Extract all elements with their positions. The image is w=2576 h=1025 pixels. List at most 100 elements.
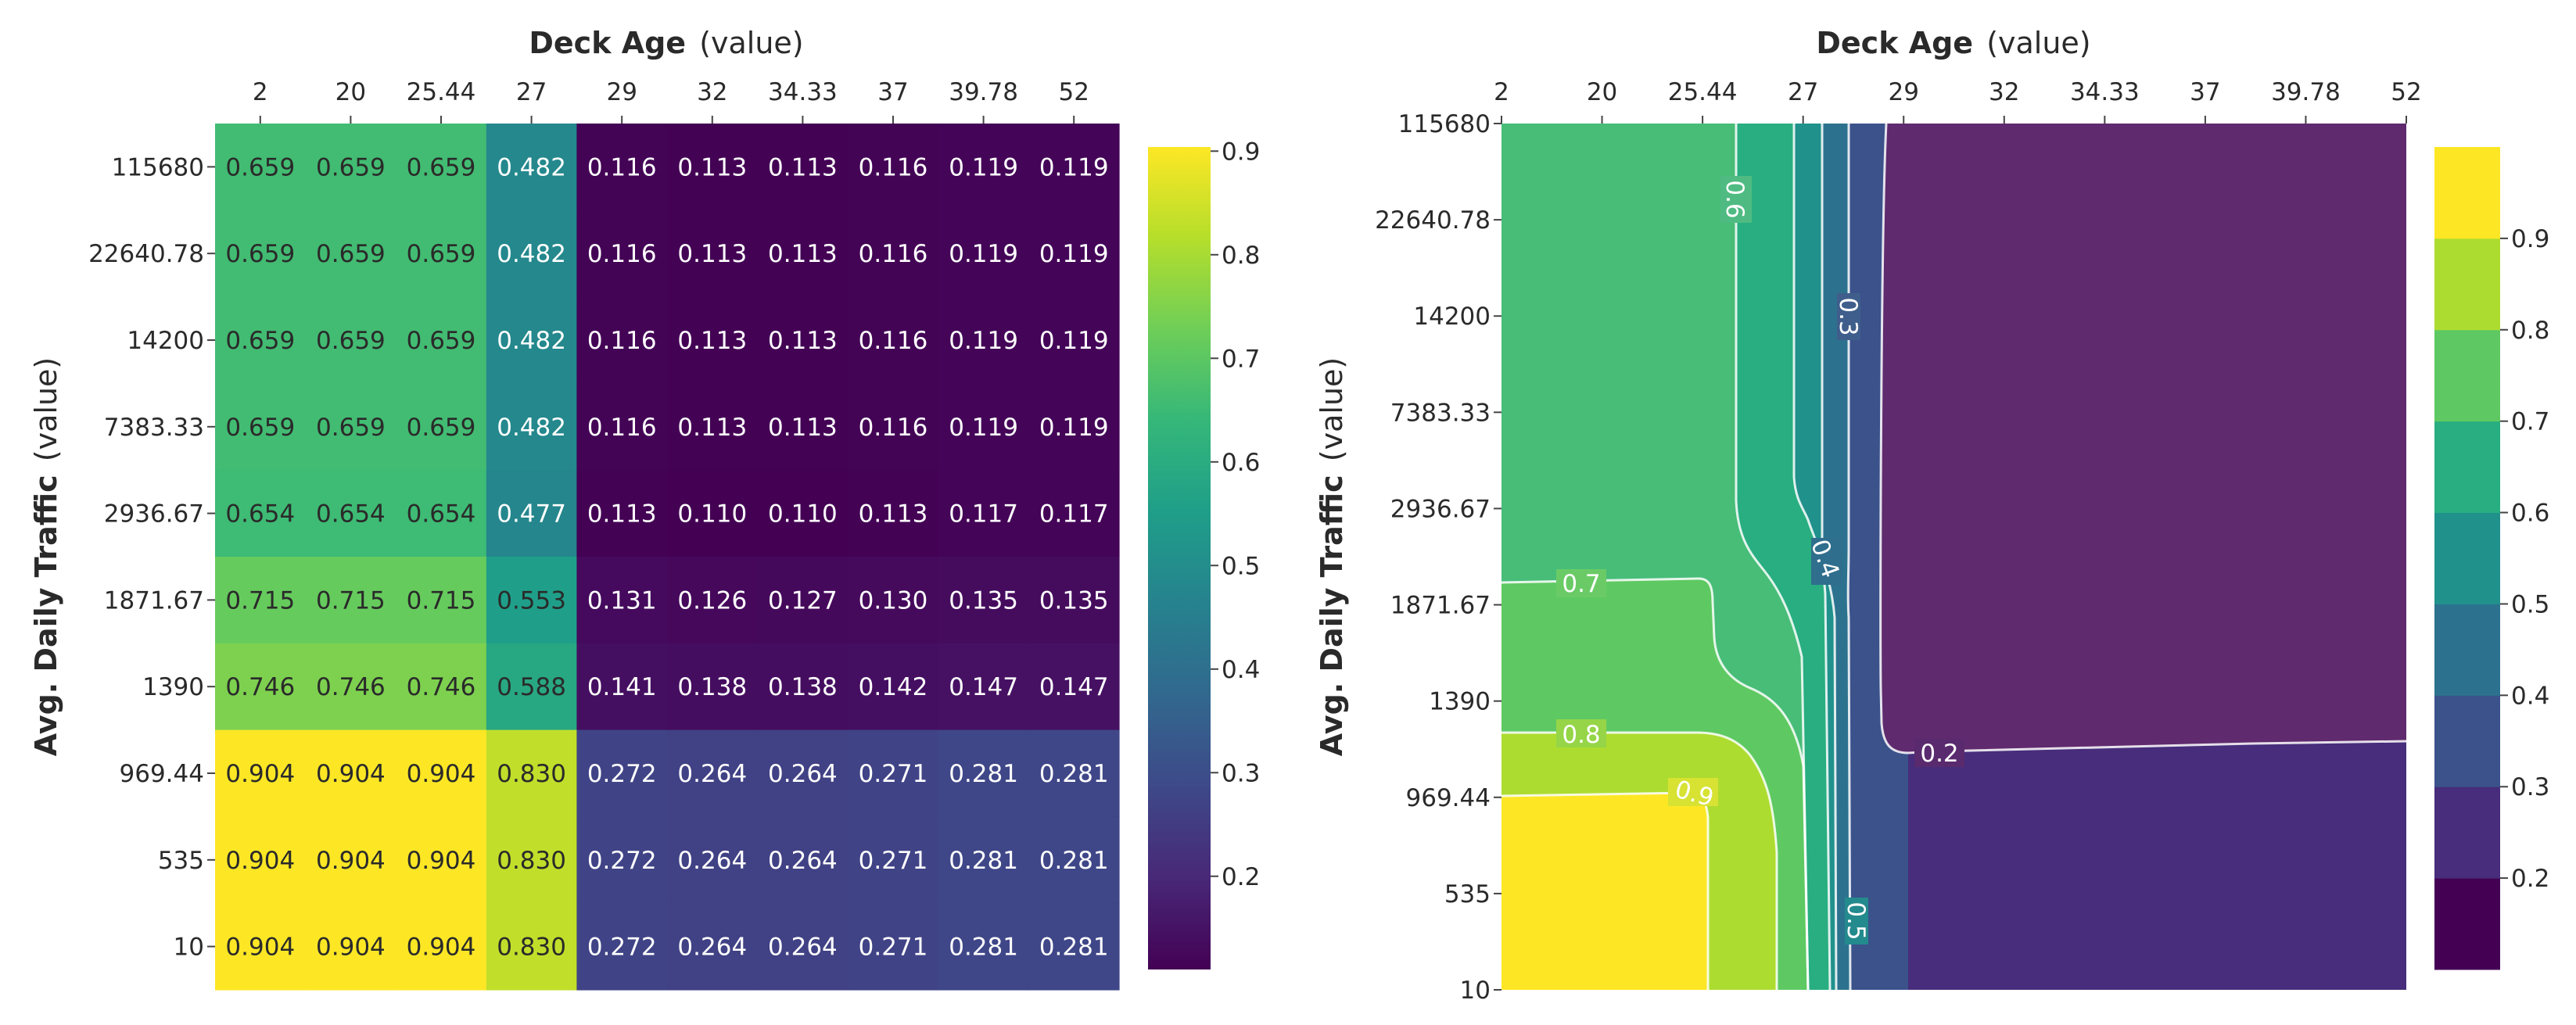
heatmap-cell <box>576 124 668 211</box>
contour-line-0-3 <box>1846 124 1852 990</box>
heatmap-cell <box>215 124 307 211</box>
heatmap-x-axis-title: Deck Age (value) <box>529 26 803 60</box>
heatmap-cell <box>938 903 1029 991</box>
contour-colorbar-band <box>2434 512 2500 604</box>
heatmap-x-tick-label: 25.44 <box>407 78 476 106</box>
heatmap-cell-label: 0.281 <box>949 847 1018 875</box>
heatmap-cell <box>396 557 487 644</box>
heatmap-cell <box>667 470 759 557</box>
heatmap-cell <box>938 816 1029 904</box>
heatmap-cell <box>757 296 849 384</box>
heatmap-x-title-suffix: (value) <box>699 26 803 60</box>
heatmap-x-tick-label: 27 <box>516 78 547 106</box>
contour-x-tick-label: 32 <box>1989 78 2019 106</box>
heatmap-cell <box>1028 816 1120 904</box>
heatmap-cell-label: 0.715 <box>407 586 476 615</box>
heatmap-cell <box>667 296 759 384</box>
heatmap-cell <box>486 383 577 471</box>
heatmap-cell-label: 0.264 <box>677 760 747 788</box>
contour-colorbar-tick-label: 0.8 <box>2511 317 2549 345</box>
heatmap-cell <box>215 903 307 991</box>
contour-label-bg-0-9 <box>1668 778 1718 806</box>
contour-y-tick-label: 22640.78 <box>1375 206 1491 235</box>
heatmap-cell <box>576 816 668 904</box>
heatmap-cell <box>305 557 396 644</box>
heatmap-cell <box>1028 729 1120 817</box>
heatmap-cell-label: 0.904 <box>407 847 476 875</box>
contour-colorbar-band <box>2434 695 2500 787</box>
heatmap-x-tick-label: 20 <box>335 78 366 106</box>
heatmap-cell-label: 0.113 <box>677 240 747 268</box>
heatmap-cell-label: 0.110 <box>677 500 747 529</box>
contour-colorbar <box>2434 147 2500 970</box>
heatmap-cell-label: 0.119 <box>1039 153 1109 181</box>
heatmap-cell <box>576 383 668 471</box>
contour-label-0-7: 0.7 <box>1562 570 1600 598</box>
contour-label-bg-0-7 <box>1556 569 1606 597</box>
heatmap-cell-label: 0.659 <box>407 240 476 268</box>
heatmap-cell <box>396 903 487 991</box>
heatmap-x-tick-label: 29 <box>606 78 637 106</box>
contour-y-title-main: Avg. Daily Traffic <box>1315 475 1349 756</box>
contour-y-title-suffix: (value) <box>1315 357 1349 461</box>
contour-colorbar-tick-label: 0.5 <box>2511 590 2549 618</box>
heatmap-cell-label: 0.281 <box>949 934 1018 962</box>
heatmap-cell <box>667 903 759 991</box>
heatmap-cell-label: 0.654 <box>225 500 295 529</box>
heatmap-cell <box>938 383 1029 471</box>
heatmap-cell <box>938 557 1029 644</box>
heatmap-cell-label: 0.272 <box>587 760 657 788</box>
heatmap-cell <box>757 816 849 904</box>
heatmap-cell-label: 0.264 <box>677 934 747 962</box>
heatmap-cell-label: 0.119 <box>1039 414 1109 442</box>
contour-colorbar-band <box>2434 604 2500 696</box>
heatmap-y-title-main: Avg. Daily Traffic <box>29 475 63 756</box>
heatmap-cell-label: 0.659 <box>407 327 476 355</box>
heatmap-cell <box>486 729 577 817</box>
heatmap-cell <box>667 383 759 471</box>
contour-x-tick-label: 27 <box>1788 78 1818 106</box>
heatmap-cell-label: 0.281 <box>1039 934 1109 962</box>
heatmap-cell <box>848 903 939 991</box>
heatmap-cell <box>215 210 307 298</box>
heatmap-cell-label: 0.116 <box>859 414 928 442</box>
contour-y-ticks: 115680 22640.78 14200 7383.33 2936.67 1871.67… <box>1375 110 1501 1005</box>
contour-x-title-main: Deck Age <box>1816 26 1973 60</box>
heatmap-cell <box>486 816 577 904</box>
heatmap-cell <box>757 383 849 471</box>
heatmap-cell <box>667 729 759 817</box>
heatmap-cell <box>215 557 307 644</box>
contour-colorbar-ticks: 0.2 0.3 0.4 0.5 0.6 0.7 0.8 0.9 <box>2500 225 2549 893</box>
heatmap-cell-label: 0.281 <box>1039 760 1109 788</box>
heatmap-cell-label: 0.659 <box>316 240 386 268</box>
heatmap-cell-label: 0.477 <box>497 500 566 529</box>
contour-colorbar-tick-label: 0.7 <box>2511 408 2549 436</box>
heatmap-x-tick-label: 32 <box>697 78 727 106</box>
heatmap-cell <box>848 470 939 557</box>
heatmap-cell-label: 0.659 <box>407 414 476 442</box>
heatmap-cell <box>1028 124 1120 211</box>
heatmap-cell-label: 0.138 <box>768 673 838 701</box>
heatmap-colorbar-tick-label: 0.4 <box>1222 656 1260 684</box>
heatmap-colorbar-tick-label: 0.9 <box>1222 138 1260 166</box>
contour-x-ticks: 2 20 25.44 27 29 32 34.33 37 39.78 52 <box>1494 78 2422 124</box>
heatmap-cell <box>215 383 307 471</box>
heatmap-cell <box>215 470 307 557</box>
heatmap-cell-label: 0.130 <box>859 586 928 615</box>
heatmap-cell <box>305 470 396 557</box>
heatmap-cell <box>757 470 849 557</box>
contour-colorbar-tick-label: 0.2 <box>2511 865 2549 893</box>
contour-x-tick-label: 25.44 <box>1668 78 1738 106</box>
contour-y-axis-title: Avg. Daily Traffic (value) <box>1315 357 1349 757</box>
heatmap-cell-label: 0.264 <box>768 760 838 788</box>
contour-label-0-2: 0.2 <box>1920 740 1958 768</box>
heatmap-cell-label: 0.264 <box>768 847 838 875</box>
contour-colorbar-band <box>2434 329 2500 422</box>
heatmap-cell <box>848 729 939 817</box>
heatmap-cell-label: 0.119 <box>949 240 1018 268</box>
heatmap-cell <box>1028 210 1120 298</box>
contour-y-tick-label: 535 <box>1444 880 1491 909</box>
heatmap-cell-label: 0.746 <box>225 673 295 701</box>
heatmap-cell <box>938 643 1029 731</box>
